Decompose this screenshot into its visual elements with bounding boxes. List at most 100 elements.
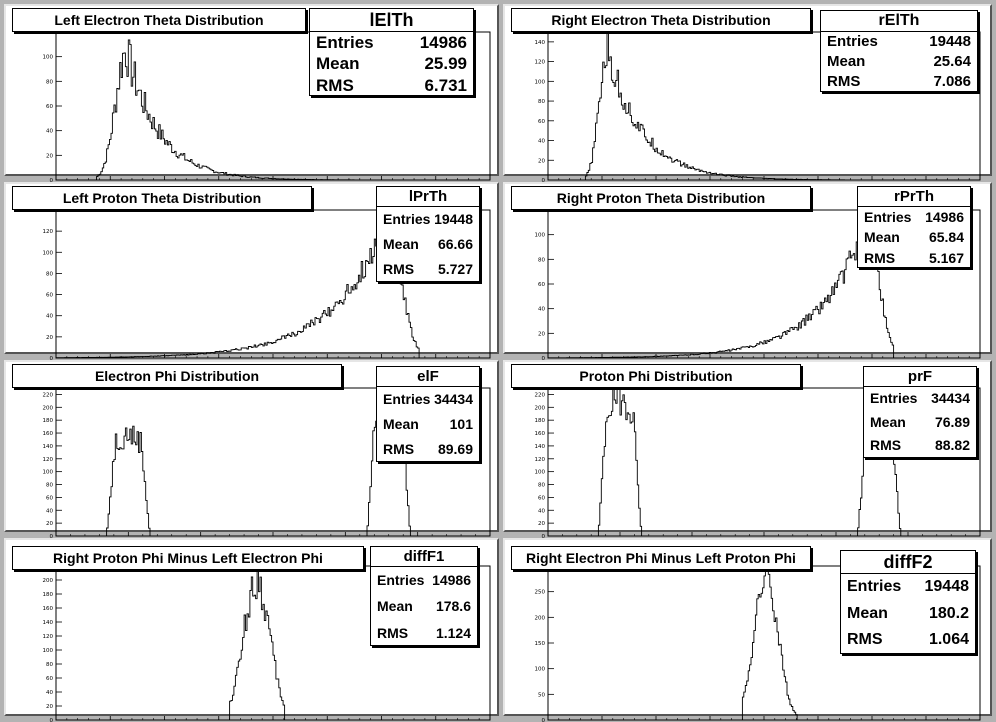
- stats-rms-label: RMS: [827, 73, 861, 90]
- histogram-title: Right Proton Phi Minus Left Electron Phi: [12, 546, 364, 570]
- y-tick-label: 120: [535, 457, 546, 463]
- stats-histogram-name: prF: [864, 367, 976, 387]
- y-tick-label: 180: [535, 418, 546, 424]
- stats-rms-row: RMS 1.064: [841, 627, 975, 654]
- y-tick-label: 80: [538, 99, 545, 105]
- histogram-series: [548, 388, 980, 537]
- stats-entries-row: Entries 19448: [841, 574, 975, 601]
- stats-mean-label: Mean: [864, 229, 900, 246]
- stats-mean-label: Mean: [316, 54, 360, 74]
- stats-mean-row: Mean 180.2: [841, 601, 975, 628]
- pad-right-electron-theta[interactable]: 102030405060708090020406080100120140Righ…: [503, 4, 992, 190]
- y-tick-label: 100: [43, 55, 54, 61]
- pad-right-proton-theta[interactable]: 102030405060708090020406080100Right Prot…: [503, 182, 992, 368]
- stats-mean-row: Mean 101: [377, 412, 479, 437]
- y-tick-label: 40: [538, 508, 545, 514]
- y-tick-label: 200: [43, 405, 54, 411]
- y-tick-label: 180: [43, 418, 54, 424]
- stats-mean-value: 25.64: [933, 53, 971, 70]
- y-tick-label: 0: [542, 718, 546, 722]
- y-tick-label: 180: [43, 592, 54, 598]
- y-tick-label: 80: [46, 271, 53, 277]
- y-tick-label: 80: [46, 662, 53, 668]
- stats-rms-value: 1.064: [928, 631, 969, 649]
- y-tick-label: 40: [46, 129, 53, 135]
- stats-histogram-name: rPrTh: [858, 187, 970, 207]
- histogram-series: [56, 39, 490, 181]
- stats-entries-row: Entries 14986: [310, 32, 473, 53]
- stats-entries-value: 19448: [924, 578, 970, 595]
- histogram-series: [56, 388, 490, 537]
- y-tick-label: 60: [46, 293, 53, 299]
- y-tick-label: 100: [535, 470, 546, 476]
- y-tick-label: 120: [43, 634, 54, 640]
- stats-box: lPrTh Entries 19448 Mean 66.66 RMS 5.727: [376, 186, 480, 282]
- y-tick-label: 120: [43, 457, 54, 463]
- histogram-title: Right Electron Theta Distribution: [511, 8, 811, 32]
- stats-histogram-name: diffF1: [371, 547, 477, 567]
- stats-rms-row: RMS 5.727: [377, 257, 479, 282]
- stats-entries-label: Entries: [383, 391, 431, 407]
- y-tick-label: 140: [535, 444, 546, 450]
- y-tick-label: 100: [43, 250, 54, 256]
- stats-rms-row: RMS 5.167: [858, 248, 970, 268]
- stats-histogram-name: diffF2: [841, 551, 975, 574]
- stats-entries-row: Entries 19448: [377, 207, 479, 232]
- histogram-title: Left Proton Theta Distribution: [12, 186, 312, 210]
- stats-mean-value: 178.6: [435, 598, 471, 615]
- stats-rms-value: 7.086: [933, 73, 971, 90]
- y-tick-label: 100: [535, 233, 546, 239]
- stats-entries-row: Entries 14986: [858, 207, 970, 227]
- pad-diff-f1[interactable]: 1601651701751801851901952000204060801001…: [4, 538, 499, 722]
- y-tick-label: 20: [46, 335, 53, 341]
- y-tick-label: 140: [535, 40, 546, 46]
- pad-diff-f2[interactable]: 1601651701751801851901952000501001502002…: [503, 538, 992, 722]
- pad-left-electron-theta[interactable]: 102030405060708090020406080100Left Elect…: [4, 4, 499, 190]
- y-tick-label: 20: [46, 153, 53, 159]
- y-tick-label: 40: [538, 139, 545, 145]
- stats-rms-label: RMS: [864, 249, 896, 266]
- y-tick-label: 160: [535, 431, 546, 437]
- stats-mean-value: 25.99: [424, 54, 467, 74]
- y-tick-label: 50: [538, 692, 545, 698]
- stats-rms-label: RMS: [316, 75, 354, 95]
- stats-entries-value: 14986: [925, 209, 964, 225]
- stats-box: diffF2 Entries 19448 Mean 180.2 RMS 1.064: [840, 550, 976, 654]
- y-tick-label: 20: [538, 331, 545, 337]
- stats-mean-value: 101: [449, 416, 473, 432]
- y-tick-label: 140: [43, 620, 54, 626]
- pad-left-proton-theta[interactable]: 102030405060708090020406080100120Left Pr…: [4, 182, 499, 368]
- stats-entries-label: Entries: [383, 211, 431, 227]
- stats-entries-label: Entries: [847, 578, 902, 595]
- stats-rms-value: 5.167: [928, 249, 964, 266]
- stats-entries-value: 19448: [929, 33, 971, 50]
- y-tick-label: 20: [538, 158, 545, 164]
- histogram-series: [56, 569, 490, 721]
- stats-rms-row: RMS 7.086: [821, 72, 977, 92]
- stats-rms-label: RMS: [383, 261, 415, 277]
- stats-mean-label: Mean: [383, 416, 419, 432]
- histogram-title: Right Proton Theta Distribution: [511, 186, 811, 210]
- stats-rms-label: RMS: [847, 631, 883, 649]
- y-tick-label: 0: [50, 534, 54, 540]
- y-tick-label: 40: [538, 307, 545, 313]
- stats-mean-row: Mean 25.99: [310, 53, 473, 74]
- histogram-title: Left Electron Theta Distribution: [12, 8, 306, 32]
- y-tick-label: 20: [46, 704, 53, 710]
- stats-mean-value: 66.66: [437, 236, 473, 252]
- stats-box: rElTh Entries 19448 Mean 25.64 RMS 7.086: [820, 10, 978, 92]
- stats-entries-label: Entries: [870, 390, 918, 406]
- stats-entries-value: 34434: [434, 391, 473, 407]
- y-tick-label: 20: [538, 521, 545, 527]
- stats-mean-label: Mean: [870, 413, 906, 430]
- stats-rms-value: 5.727: [437, 261, 473, 277]
- stats-rms-row: RMS 6.731: [310, 75, 473, 96]
- y-tick-label: 80: [46, 79, 53, 85]
- stats-mean-label: Mean: [383, 236, 419, 252]
- pad-proton-phi[interactable]: -500501001502002500204060801001201401601…: [503, 360, 992, 546]
- stats-histogram-name: elF: [377, 367, 479, 387]
- y-tick-label: 80: [538, 257, 545, 263]
- y-tick-label: 220: [43, 392, 54, 398]
- pad-electron-phi[interactable]: -500501001502002500204060801001201401601…: [4, 360, 499, 546]
